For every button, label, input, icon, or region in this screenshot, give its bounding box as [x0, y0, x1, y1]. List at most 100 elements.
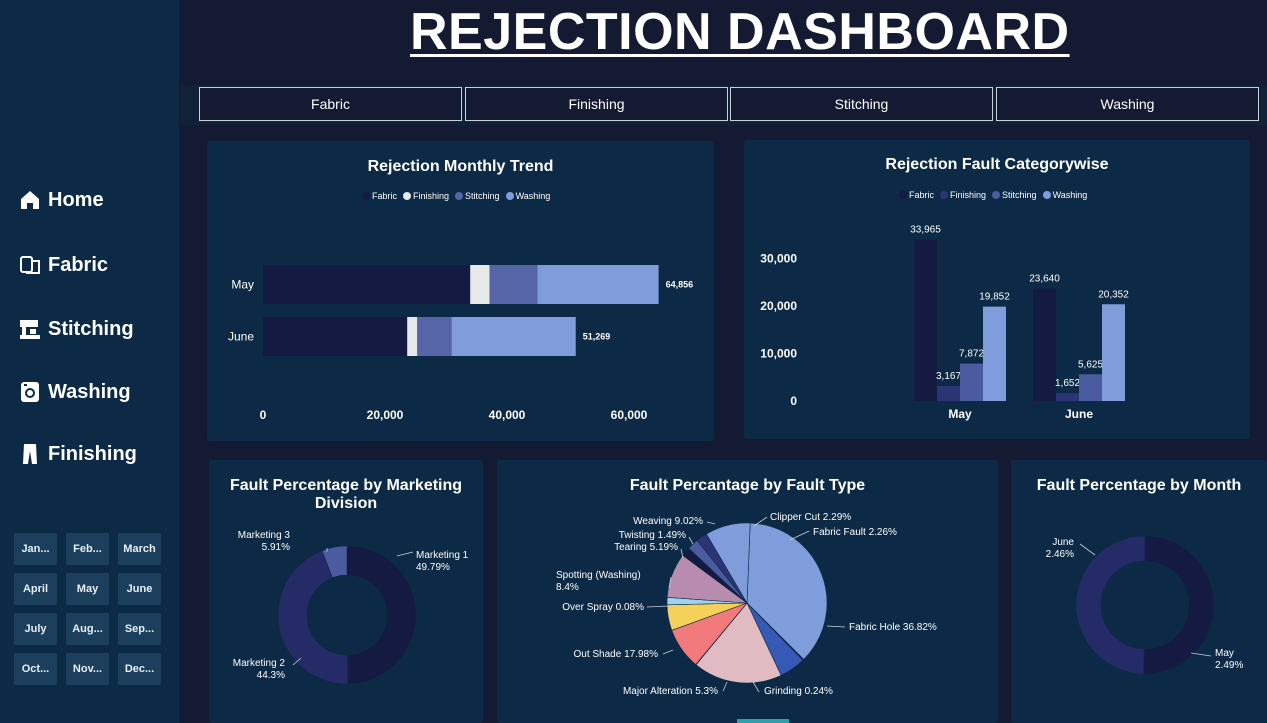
bar [937, 385, 960, 401]
month-button-dec[interactable]: Dec... [118, 653, 161, 685]
monthly-trend-title: Rejection Monthly Trend [367, 158, 554, 175]
legend-dot [899, 191, 907, 199]
month-button-sep[interactable]: Sep... [118, 613, 161, 645]
slice-label: June [1052, 537, 1074, 548]
pie-slice [1143, 535, 1215, 675]
legend-label: Finishing [950, 190, 987, 200]
legend-dot [1042, 191, 1051, 199]
data-label: 3,167 [936, 371, 961, 382]
bar [1056, 393, 1079, 401]
legend-dot [992, 191, 1001, 199]
category-label: June [228, 330, 254, 344]
category-label: June [1065, 407, 1093, 421]
slice-label: May [1215, 648, 1234, 659]
y-tick-label: 30,000 [760, 251, 797, 265]
month-button-june[interactable]: June [118, 573, 161, 605]
tab-washing[interactable]: Washing [996, 87, 1259, 121]
slice-label: Major Alteration 5.3% [623, 686, 718, 697]
data-label: 19,852 [979, 292, 1010, 303]
slice-percent: 44.3% [257, 670, 285, 681]
slice-percent: 5.91% [262, 542, 290, 553]
nav-finishing[interactable]: Finishing [18, 442, 137, 466]
slice-label: Twisting 1.49% [619, 530, 686, 541]
data-label: 20,352 [1098, 289, 1129, 300]
pie-slice [277, 550, 349, 685]
slice-label: Fabric Fault 2.26% [813, 527, 897, 538]
legend-item-stitching: Stitching [455, 191, 500, 201]
slice-label: Weaving 9.02% [633, 516, 703, 527]
nav-stitching[interactable]: Stitching [18, 317, 134, 341]
nav-home[interactable]: Home [18, 188, 104, 212]
pie-slice [706, 522, 751, 605]
slice-label: Spotting (Washing) [556, 570, 641, 581]
slice-label: Grinding 0.24% [764, 686, 833, 697]
bar-segment [489, 265, 538, 304]
slice-label: Out Shade 17.98% [573, 649, 658, 660]
slice-label: Marketing 2 [233, 658, 286, 669]
legend-item-stitching: Stitching [992, 190, 1037, 200]
nav-stitching-label: Stitching [48, 317, 134, 340]
data-label: 1,652 [1055, 378, 1080, 389]
legend-item-finishing: Finishing [403, 191, 449, 201]
leader-line [753, 516, 768, 527]
data-label: 7,872 [959, 349, 984, 360]
month-button-aug[interactable]: Aug... [66, 613, 109, 645]
legend-label: Washing [1052, 190, 1088, 200]
slice-percent: 2.49% [1215, 660, 1243, 671]
y-tick-label: 10,000 [760, 346, 797, 360]
tab-fabric[interactable]: Fabric [199, 87, 462, 121]
monthly-trend-chart: May 64,856 June 51,269 0 20,000 40,000 60,000 [228, 265, 694, 422]
leader-line [706, 521, 716, 525]
month-button-july[interactable]: July [14, 613, 57, 645]
legend-label: Stitching [465, 191, 500, 201]
fault-type-title: Fault Percantage by Fault Type [629, 477, 866, 494]
nav-washing[interactable]: Washing [18, 380, 131, 404]
pie-slice [346, 545, 417, 685]
slice-label: Marketing 3 [238, 530, 291, 541]
x-tick-label: 60,000 [611, 408, 648, 422]
month-button-may[interactable]: May [66, 573, 109, 605]
legend-item-fabric: Fabric [899, 190, 934, 200]
slice-label: Tearing 5.19% [614, 542, 678, 553]
pie-slice [1075, 535, 1146, 675]
bar [1033, 288, 1056, 401]
bar [1102, 304, 1125, 401]
month-button-oct[interactable]: Oct... [14, 653, 57, 685]
legend-label: Fabric [372, 191, 398, 201]
total-label: 64,856 [666, 280, 694, 290]
marketing-division-panel: Fault Percentage by Marketing Division M… [209, 460, 483, 723]
by-month-panel: Fault Percentage by Month May 2.49% June 2.… [1011, 460, 1267, 723]
bar [960, 363, 983, 401]
category-label: May [231, 278, 254, 292]
trousers-icon [23, 444, 37, 464]
legend-dot [505, 192, 514, 200]
bar-segment [417, 317, 452, 356]
month-button-nov[interactable]: Nov... [66, 653, 109, 685]
leader-line [668, 576, 672, 589]
tab-stitching[interactable]: Stitching [730, 87, 993, 121]
nav-home-label: Home [48, 188, 104, 211]
slice-percent: 49.79% [416, 562, 450, 573]
slice-label: Marketing 1 [416, 550, 469, 561]
leader-line [722, 681, 728, 692]
x-tick-label: 20,000 [367, 408, 404, 422]
marketing-division-chart: Marketing 149.79% Marketing 244.3% Marketi… [233, 530, 469, 685]
month-button-april[interactable]: April [14, 573, 57, 605]
leader-line [662, 649, 674, 655]
month-button-jan[interactable]: Jan... [14, 533, 57, 565]
bar [1079, 374, 1102, 401]
legend-item-fabric: Fabric [362, 191, 397, 201]
tab-finishing[interactable]: Finishing [465, 87, 728, 121]
month-button-feb[interactable]: Feb... [66, 533, 109, 565]
leader-line [1190, 652, 1212, 657]
leader-line [292, 657, 302, 666]
nav-fabric[interactable]: Fabric [18, 253, 108, 277]
washing-machine-icon [21, 382, 39, 402]
pie-slice [695, 602, 782, 684]
pie-slice [321, 545, 348, 579]
legend-item-washing: Washing [1042, 190, 1088, 200]
nav-finishing-label: Finishing [48, 442, 137, 465]
month-button-march[interactable]: March [118, 533, 161, 565]
fault-type-panel: Fault Percantage by Fault Type Fabric Ho… [497, 460, 998, 723]
